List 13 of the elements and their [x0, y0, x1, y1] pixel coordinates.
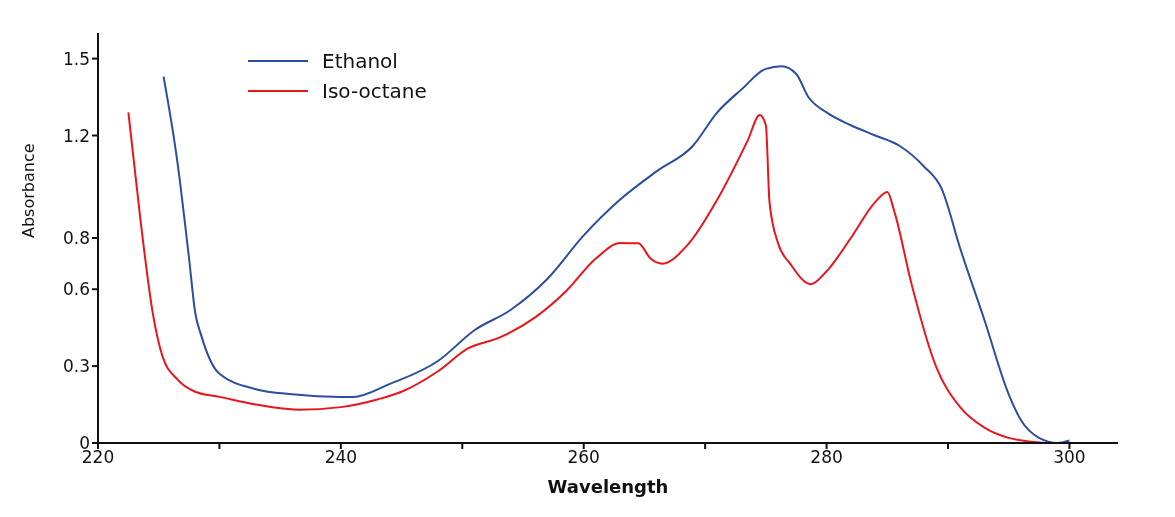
x-tick-label: 240	[324, 447, 358, 468]
x-tick-label: 260	[567, 447, 600, 468]
legend-label: Ethanol	[322, 49, 398, 73]
y-tick-label: 1.5	[62, 48, 90, 69]
y-tick-label: 0.8	[62, 228, 90, 249]
x-axis-title: Wavelength	[547, 476, 669, 497]
y-tick-label: 1.2	[62, 125, 90, 146]
legend-label: Iso-octane	[322, 79, 427, 103]
y-axis-title: Absorbance	[18, 143, 38, 238]
x-tick-label: 280	[810, 447, 843, 468]
y-tick-label: 0.6	[62, 279, 90, 300]
y-tick-label: 0.3	[62, 356, 90, 377]
x-tick-label: 300	[1053, 447, 1086, 468]
